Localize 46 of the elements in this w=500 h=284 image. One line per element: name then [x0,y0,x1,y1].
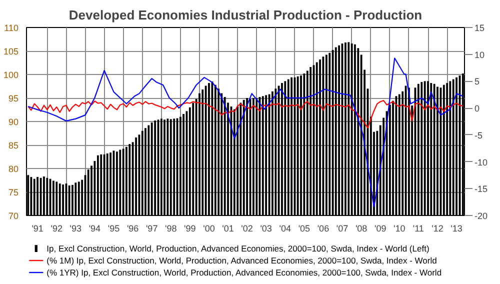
legend-label: Ip, Excl Construction, World, Production, Advanced Economies, 2000=100, Swda, Index - World (Left) [46,244,430,254]
y2-tick-label: -10 [474,157,488,168]
x-tick-label: '10 [394,224,406,234]
x-tick-label: '09 [374,224,386,234]
x-tick-label: '06 [317,224,330,234]
y-tick-label: 100 [3,70,19,80]
y-tick-label: 105 [3,46,19,56]
y2-tick-label: -15 [474,184,488,194]
x-tick-label: '02 [241,224,253,234]
y-tick-label: 95 [8,94,19,104]
x-tick-label: '12 [432,224,444,234]
x-tick-label: '04 [279,224,292,234]
y2-tick-label: 15 [474,23,485,33]
y-tick-label: 70 [8,211,19,221]
y2-tick-label: -5 [474,130,483,140]
legend-label: (% 1M) Ip, Excl Construction, World, Production, Advanced Economies, 2000=100, Swda, Index - World [46,256,438,266]
x-tick-label: '94 [88,224,101,234]
line-series [28,100,464,128]
x-tick-label: '97 [146,224,158,234]
x-tick-label: '93 [70,224,82,234]
x-tick-label: '11 [412,224,424,234]
line-series [28,58,464,208]
x-tick-label: '92 [50,224,63,234]
legend-label: (% 1YR) Ip, Excl Construction, World, Production, Advanced Economies, 2000=100, Swda, Index - World [46,268,442,278]
x-tick-label: '95 [108,224,120,234]
y-tick-label: 80 [8,164,19,174]
y-tick-label: 85 [8,140,19,150]
x-tick-label: '91 [32,224,44,234]
y2-tick-label: 10 [474,50,485,60]
y-tick-label: 75 [8,188,19,198]
x-tick-label: '00 [203,224,215,234]
y2-tick-label: -20 [474,211,488,221]
x-tick-label: '05 [298,224,310,234]
x-tick-label: '13 [450,224,462,234]
x-tick-label: '08 [355,224,368,234]
x-tick-label: '01 [222,224,234,234]
y-tick-label: 110 [4,23,19,33]
y2-tick-label: 5 [474,76,480,87]
x-tick-label: '98 [165,224,177,234]
chart-title: Developed Economies Industrial Production - Production [68,8,422,22]
x-tick-label: '99 [184,224,196,234]
x-tick-label: '96 [126,224,139,234]
y2-tick-label: 0 [474,104,480,114]
x-tick-label: '07 [336,224,348,234]
y-tick-label: 90 [8,117,19,127]
x-tick-label: '03 [260,224,272,234]
